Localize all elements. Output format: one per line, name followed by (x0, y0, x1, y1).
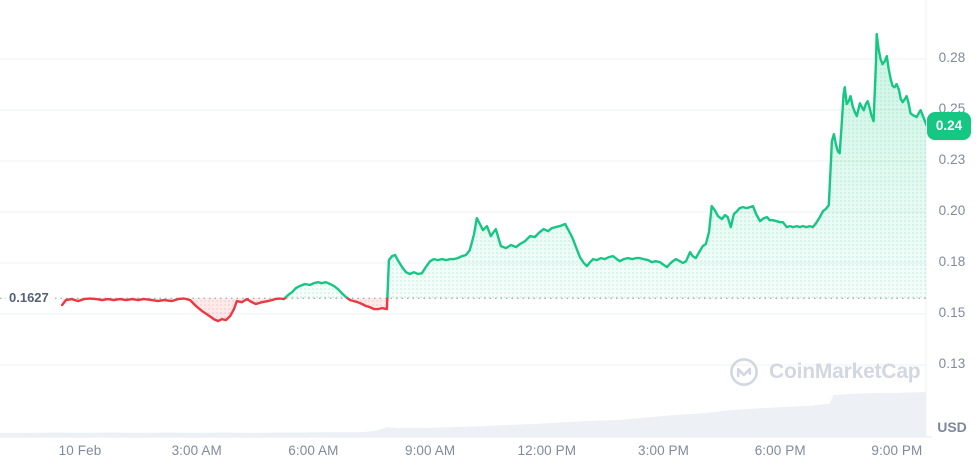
volume-area (0, 392, 926, 437)
currency-unit-label: USD (937, 419, 967, 435)
price-line-down (60, 297, 389, 323)
gridlines (0, 0, 932, 438)
current-price-badge: 0.24 (927, 112, 971, 141)
price-up-segments (62, 32, 926, 299)
price-down-segments (60, 297, 926, 323)
